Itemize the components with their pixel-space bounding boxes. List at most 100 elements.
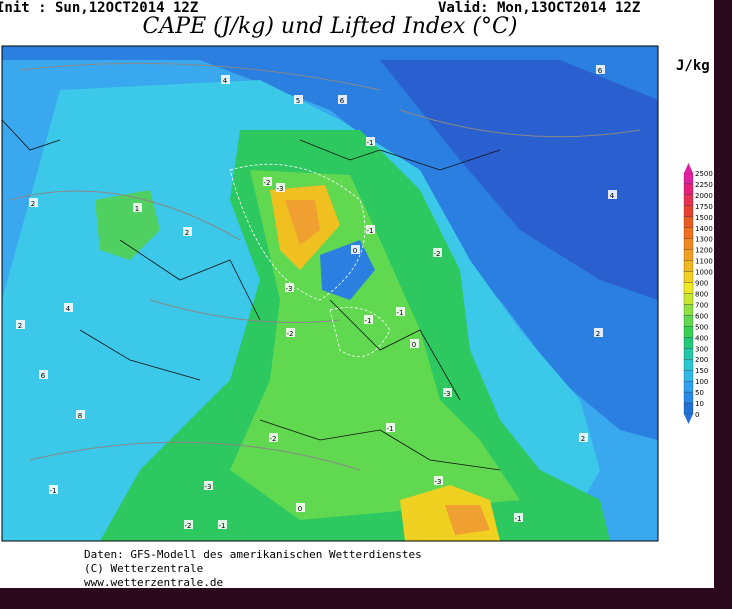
contour-label: -2 <box>185 522 192 530</box>
contour-label: -3 <box>435 478 442 486</box>
contour-label: -1 <box>50 487 57 495</box>
contour-label-bg <box>596 65 605 74</box>
contour-label-bg <box>218 520 227 529</box>
legend-swatch <box>683 304 694 316</box>
contour-label-bg <box>364 315 373 324</box>
contour-label-bg <box>443 388 452 397</box>
contour-label-bg <box>366 225 375 234</box>
legend-label: 50 <box>695 389 704 397</box>
legend-label: 1200 <box>695 247 713 255</box>
legend-label: 1100 <box>695 258 713 266</box>
legend-label: 2250 <box>695 181 713 189</box>
contour-label: -3 <box>205 483 212 491</box>
legend-label: 1300 <box>695 236 713 244</box>
footer-source: Daten: GFS-Modell des amerikanischen Wet… <box>84 548 422 561</box>
legend-swatch <box>683 260 694 272</box>
isolines <box>9 62 641 471</box>
field-dark <box>380 60 658 300</box>
contour-label-bg <box>351 245 360 254</box>
legend-label: 1500 <box>695 214 713 222</box>
contour-label-bg <box>594 328 603 337</box>
contour-label: -1 <box>515 515 522 523</box>
map-field <box>2 46 658 541</box>
contour-label: -1 <box>387 425 394 433</box>
contour-label: 6 <box>41 372 46 380</box>
legend-swatch <box>683 326 694 338</box>
contour-label: 2 <box>31 200 35 208</box>
legend-swatch <box>683 348 694 360</box>
contour-label: -2 <box>434 250 441 258</box>
legend-label: 500 <box>695 323 708 331</box>
contour-label: 6 <box>340 97 345 105</box>
contour-label: -1 <box>397 309 404 317</box>
map-title: CAPE (J/kg) und Lifted Index (°C) <box>142 14 518 39</box>
contour-label: -2 <box>264 179 271 187</box>
legend-swatch <box>683 359 694 371</box>
contour-label-bg <box>133 203 142 212</box>
legend-swatch <box>683 227 694 239</box>
legend-label: 600 <box>695 312 708 320</box>
contour-label: 0 <box>298 505 302 513</box>
contour-label-bg <box>49 485 58 494</box>
contour-label: -3 <box>286 285 293 293</box>
contour-label: 2 <box>581 435 585 443</box>
field-orange-north <box>285 200 320 245</box>
legend-swatch <box>683 370 694 382</box>
contour-label-bg <box>294 95 303 104</box>
contour-label-bg <box>434 476 443 485</box>
contour-label: -1 <box>365 317 372 325</box>
legend-swatch <box>683 194 694 207</box>
legend-swatch <box>683 337 694 349</box>
footer-copyright: (C) Wetterzentrale <box>84 562 204 575</box>
contour-label-bg <box>269 433 278 442</box>
legend-top-cap <box>684 163 693 173</box>
legend-label: 900 <box>695 280 708 288</box>
contour-label-bg <box>296 503 305 512</box>
legend-label: 2000 <box>695 192 713 200</box>
contour-label: 6 <box>598 67 603 75</box>
contour-label: 5 <box>296 97 300 105</box>
legend-swatch <box>683 271 694 283</box>
contour-label-bg <box>183 227 192 236</box>
legend-label: 2500 <box>695 170 713 178</box>
side-band <box>714 0 732 609</box>
contour-label: 2 <box>18 322 22 330</box>
legend-label: 1000 <box>695 269 713 277</box>
legend-unit: J/kg <box>676 58 710 74</box>
contour-label-bg <box>263 177 272 186</box>
contour-label: -2 <box>270 435 277 443</box>
contour-label: -1 <box>219 522 226 530</box>
contour-label: 0 <box>412 341 416 349</box>
legend-swatch <box>683 183 694 196</box>
contour-label: 0 <box>353 247 357 255</box>
contour-label-bg <box>366 137 375 146</box>
contour-label-bg <box>276 183 285 192</box>
legend-label: 150 <box>695 367 708 375</box>
field-orange-south <box>445 505 490 535</box>
legend-label: 0 <box>695 411 699 419</box>
contour-label-bg <box>204 481 213 490</box>
contour-label-bg <box>64 303 73 312</box>
contour-label-bg <box>286 328 295 337</box>
legend-label: 1400 <box>695 225 713 233</box>
legend-swatch <box>683 249 694 261</box>
contour-label: -1 <box>367 227 374 235</box>
legend-swatch <box>683 402 694 415</box>
contour-label-bg <box>16 320 25 329</box>
map-frame <box>1 45 659 542</box>
contour-label-bg <box>579 433 588 442</box>
bottom-band <box>0 588 732 609</box>
field-blue-hole <box>320 240 375 300</box>
contour-label-bg <box>386 423 395 432</box>
legend-label: 200 <box>695 356 708 364</box>
contour-label: 4 <box>223 77 228 85</box>
contour-label: -2 <box>287 330 294 338</box>
legend-swatch <box>683 216 694 228</box>
legend-swatch <box>683 205 694 217</box>
valid-time: Valid: Mon,13OCT2014 12Z <box>438 0 641 16</box>
contour-label-bg <box>76 410 85 419</box>
contour-label: 1 <box>135 205 139 213</box>
legend-label: 1750 <box>695 203 713 211</box>
contour-label-bg <box>410 339 419 348</box>
legend-swatch <box>683 293 694 305</box>
